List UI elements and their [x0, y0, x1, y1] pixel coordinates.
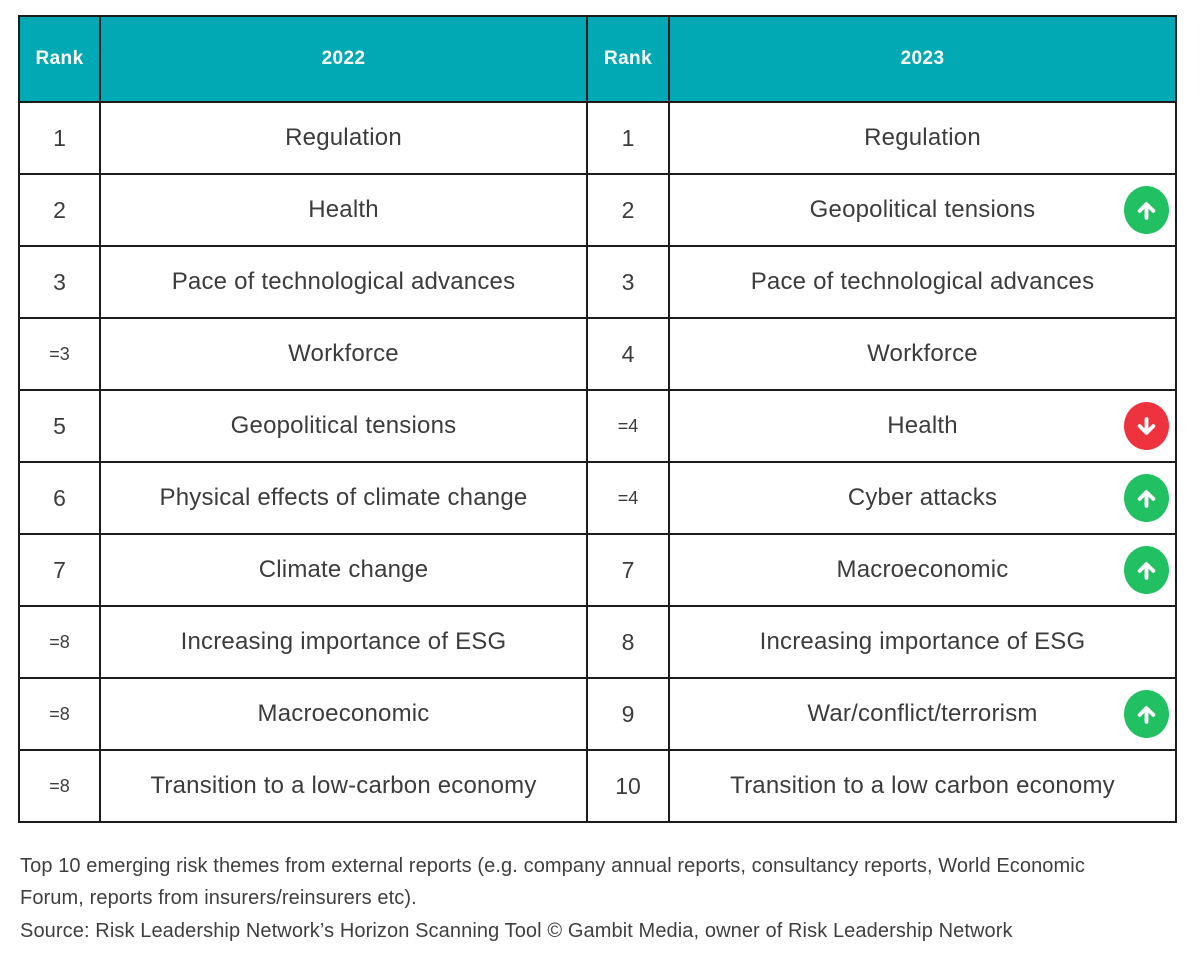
col-header-2022: 2022	[99, 15, 588, 103]
theme-2023-cell: Health	[668, 389, 1177, 463]
theme-2022-cell: Climate change	[99, 533, 588, 607]
theme-2023-cell: Transition to a low carbon economy	[668, 749, 1177, 823]
rank-2023-cell: 9	[586, 677, 670, 751]
theme-2023-cell: Increasing importance of ESG	[668, 605, 1177, 679]
col-header-rank-2022: Rank	[18, 15, 101, 103]
theme-label: Geopolitical tensions	[809, 196, 1036, 223]
up-arrow-icon	[1124, 690, 1169, 738]
theme-2023-cell: Macroeconomic	[668, 533, 1177, 607]
table-row: 1 Regulation 1 Regulation	[18, 101, 1177, 175]
theme-2023-cell: Workforce	[668, 317, 1177, 391]
rank-2022-cell: =3	[18, 317, 101, 391]
rank-2022-cell: 2	[18, 173, 101, 247]
theme-2022-cell: Transition to a low-carbon economy	[99, 749, 588, 823]
rank-2023-cell: =4	[586, 461, 670, 535]
table-row: 6 Physical effects of climate change =4 …	[18, 461, 1177, 535]
table-row: 3 Pace of technological advances 3 Pace …	[18, 245, 1177, 319]
figure-source: Source: Risk Leadership Network’s Horizo…	[20, 920, 1013, 942]
theme-2022-cell: Health	[99, 173, 588, 247]
rank-2023-cell: 2	[586, 173, 670, 247]
down-arrow-icon	[1124, 402, 1169, 450]
rank-2022-cell: 3	[18, 245, 101, 319]
table-row: =8 Transition to a low-carbon economy 10…	[18, 749, 1177, 823]
theme-2023-cell: War/conflict/terrorism	[668, 677, 1177, 751]
rank-2022-cell: 7	[18, 533, 101, 607]
theme-label: Macroeconomic	[836, 556, 1009, 583]
up-arrow-icon	[1124, 186, 1169, 234]
theme-2022-cell: Increasing importance of ESG	[99, 605, 588, 679]
theme-2023-cell: Pace of technological advances	[668, 245, 1177, 319]
table-row: =8 Macroeconomic 9 War/conflict/terroris…	[18, 677, 1177, 751]
theme-label: Increasing importance of ESG	[759, 628, 1086, 655]
theme-label: Workforce	[867, 340, 978, 367]
table-row: 5 Geopolitical tensions =4 Health	[18, 389, 1177, 463]
theme-label: Regulation	[864, 124, 981, 151]
theme-2023-cell: Regulation	[668, 101, 1177, 175]
theme-label: Cyber attacks	[847, 484, 998, 511]
rank-2023-cell: 7	[586, 533, 670, 607]
rank-2022-cell: 1	[18, 101, 101, 175]
rank-2022-cell: =8	[18, 605, 101, 679]
rank-2022-cell: 6	[18, 461, 101, 535]
figure-caption: Top 10 emerging risk themes from externa…	[20, 855, 1085, 909]
theme-2022-cell: Regulation	[99, 101, 588, 175]
rank-2022-cell: =8	[18, 749, 101, 823]
theme-2022-cell: Workforce	[99, 317, 588, 391]
rank-2022-cell: =8	[18, 677, 101, 751]
risk-rank-figure: Rank 2022 Rank 2023 1 Regulation 1 Regul…	[18, 15, 1177, 942]
rank-2023-cell: 10	[586, 749, 670, 823]
col-header-rank-2023: Rank	[586, 15, 670, 103]
theme-2023-cell: Geopolitical tensions	[668, 173, 1177, 247]
theme-2022-cell: Macroeconomic	[99, 677, 588, 751]
theme-2022-cell: Geopolitical tensions	[99, 389, 588, 463]
theme-label: Health	[887, 412, 958, 439]
theme-2022-cell: Pace of technological advances	[99, 245, 588, 319]
col-header-2023: 2023	[668, 15, 1177, 103]
up-arrow-icon	[1124, 474, 1169, 522]
table-row: 2 Health 2 Geopolitical tensions	[18, 173, 1177, 247]
rank-2023-cell: =4	[586, 389, 670, 463]
up-arrow-icon	[1124, 546, 1169, 594]
rank-2023-cell: 1	[586, 101, 670, 175]
table-row: =3 Workforce 4 Workforce	[18, 317, 1177, 391]
risk-rank-table: Rank 2022 Rank 2023 1 Regulation 1 Regul…	[18, 15, 1177, 823]
rank-2022-cell: 5	[18, 389, 101, 463]
theme-label: War/conflict/terrorism	[807, 700, 1038, 727]
rank-2023-cell: 4	[586, 317, 670, 391]
theme-label: Transition to a low carbon economy	[730, 772, 1115, 799]
rank-2023-cell: 8	[586, 605, 670, 679]
theme-label: Pace of technological advances	[750, 268, 1095, 295]
table-row: =8 Increasing importance of ESG 8 Increa…	[18, 605, 1177, 679]
theme-2023-cell: Cyber attacks	[668, 461, 1177, 535]
rank-2023-cell: 3	[586, 245, 670, 319]
theme-2022-cell: Physical effects of climate change	[99, 461, 588, 535]
table-row: 7 Climate change 7 Macroeconomic	[18, 533, 1177, 607]
header-row: Rank 2022 Rank 2023	[18, 15, 1177, 103]
